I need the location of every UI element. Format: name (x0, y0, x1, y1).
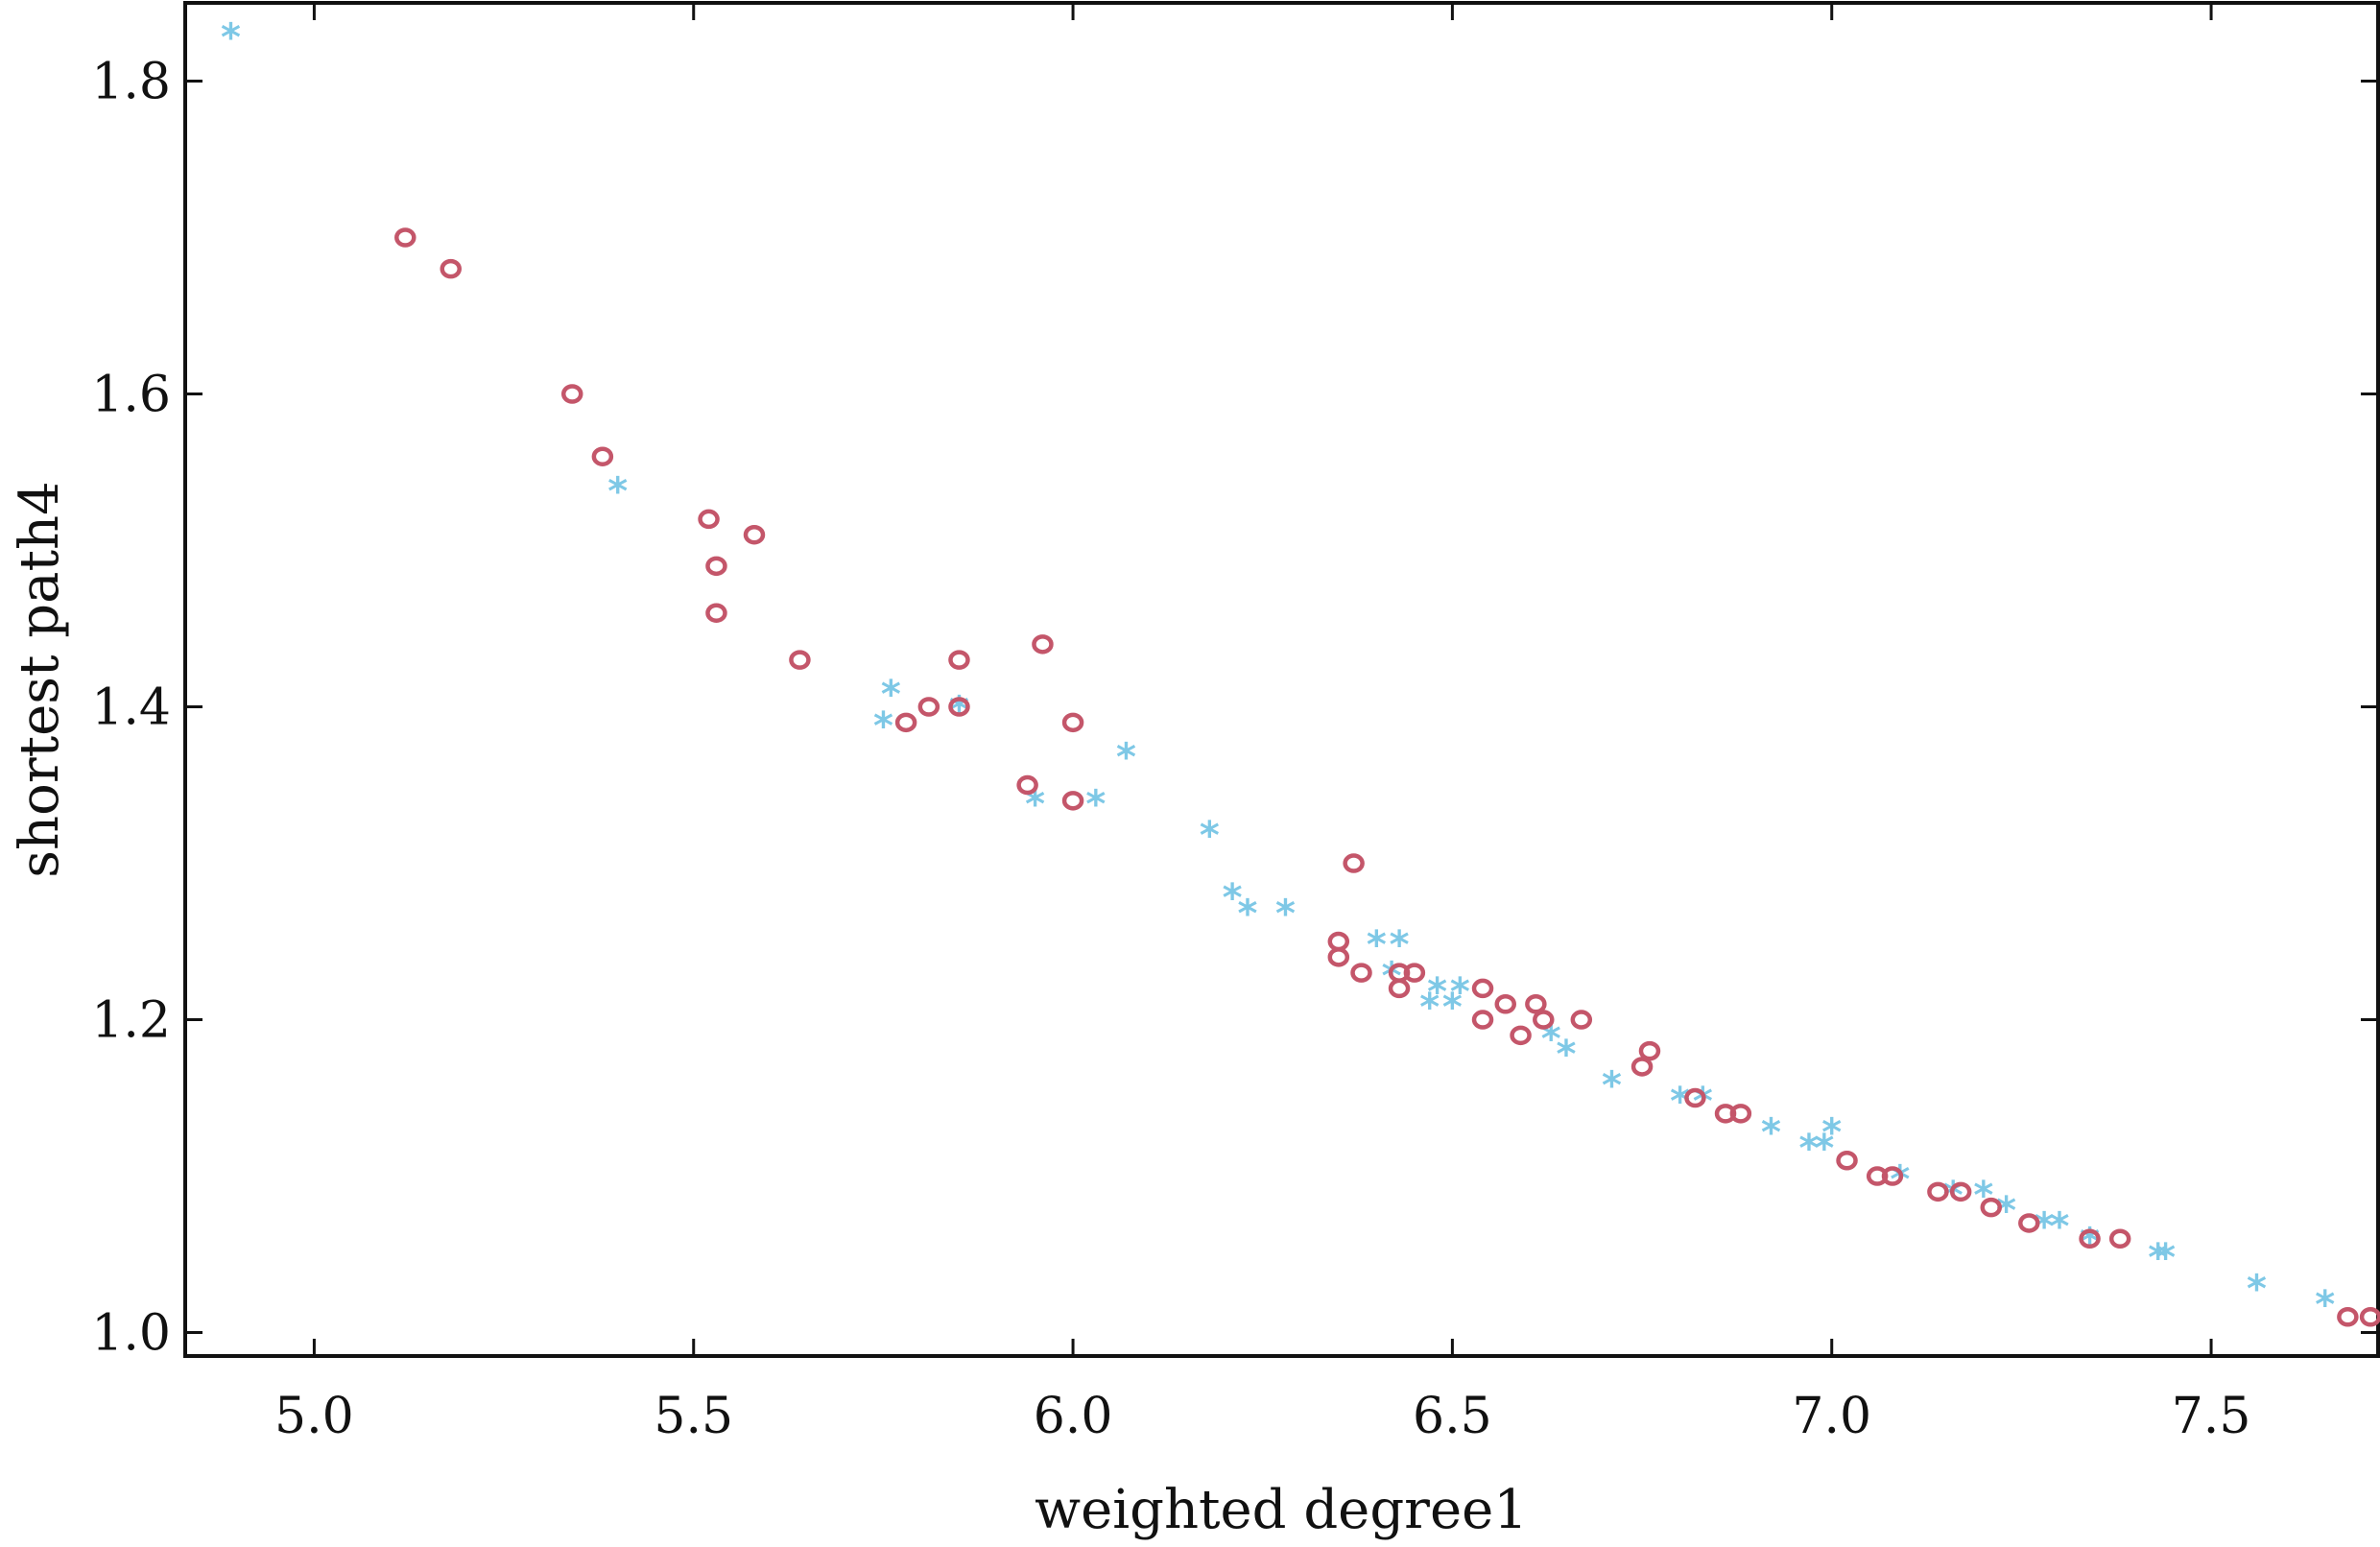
circle-data-point (1881, 1166, 1904, 1186)
y-tick-label: 1.6 (91, 367, 171, 424)
y-tick-label: 1.2 (91, 992, 171, 1050)
circle-data-point (1630, 1057, 1654, 1077)
circle-data-point (1471, 1010, 1494, 1030)
circle-data-point (1836, 1150, 1858, 1171)
circle-data-point (1980, 1197, 2003, 1218)
star-data-point: * (1275, 892, 1296, 936)
circle-data-point (948, 650, 970, 670)
x-tick-label: 7.5 (2172, 1388, 2251, 1445)
circle-data-point (1510, 1025, 1532, 1046)
circle-data-point (1684, 1087, 1706, 1108)
star-data-point: * (873, 704, 893, 749)
circle-data-point (440, 258, 462, 279)
circle-data-point (1350, 963, 1372, 983)
circle-data-point (1388, 978, 1411, 999)
circle-data-point (1729, 1104, 1752, 1124)
circle-data-point (1570, 1010, 1593, 1030)
circle-data-point (1403, 963, 1426, 983)
star-data-point: * (1602, 1064, 1622, 1108)
star-data-point: * (1116, 735, 1136, 779)
star-data-point: * (2315, 1283, 2335, 1327)
circle-data-point (1533, 1010, 1555, 1030)
x-tick-label: 7.0 (1792, 1388, 1871, 1445)
star-data-point: * (1450, 970, 1470, 1014)
x-tick-label: 5.5 (654, 1388, 733, 1445)
circle-data-point (2337, 1306, 2359, 1327)
star-data-point: * (881, 673, 901, 717)
circle-data-point (2108, 1228, 2131, 1249)
y-axis-ticks: 1.0 1.2 1.4 1.6 1.8 (91, 54, 2378, 1363)
circle-data-point (2018, 1213, 2040, 1233)
star-data-point: * (1200, 814, 1220, 858)
star-data-point: * (1821, 1111, 1842, 1155)
star-data-point: * (1814, 1127, 1834, 1171)
circle-data-point (1032, 634, 1054, 654)
star-data-point: * (221, 16, 241, 60)
x-tick-label: 5.0 (274, 1388, 354, 1445)
circle-data-point (894, 712, 917, 733)
circle-data-point (743, 524, 766, 545)
star-data-point: * (1427, 970, 1447, 1014)
star-data-point: * (1237, 892, 1257, 936)
circle-data-point (1016, 774, 1038, 796)
star-data-point: * (2035, 1204, 2055, 1249)
star-data-point: * (1996, 1189, 2016, 1233)
star-data-point: * (2155, 1236, 2176, 1280)
star-data-point: * (1973, 1174, 1993, 1218)
circle-data-point (1927, 1181, 1949, 1202)
circle-data-point (2079, 1228, 2101, 1249)
star-data-point: * (1761, 1111, 1781, 1155)
circle-data-point (1638, 1040, 1661, 1061)
x-axis-title: weighted degree1 (1035, 1479, 1528, 1541)
circle-data-point (1471, 978, 1494, 999)
circle-data-point (705, 556, 727, 577)
star-data-point: * (1670, 1080, 1690, 1124)
circle-data-point (789, 650, 811, 670)
star-data-point: * (1419, 986, 1440, 1030)
star-data-point: * (2247, 1268, 2267, 1312)
circle-data-point (1343, 853, 1365, 873)
circle-data-point (1494, 993, 1516, 1014)
plot-frame (183, 1, 2380, 1358)
star-data-point: * (607, 469, 628, 513)
circle-data-point (948, 697, 970, 717)
x-tick-label: 6.5 (1413, 1388, 1492, 1445)
star-data-point: * (1442, 986, 1463, 1030)
circle-data-point (1061, 791, 1084, 811)
y-tick-label: 1.0 (91, 1305, 171, 1363)
circle-data-point (2359, 1307, 2380, 1327)
circle-data-point (394, 227, 416, 248)
star-data-point: * (2148, 1236, 2168, 1280)
circle-data-point (917, 697, 940, 717)
star-data-point: * (1367, 923, 1387, 967)
circle-data-point (560, 384, 583, 404)
star-data-point: * (1390, 923, 1410, 967)
y-tick-label: 1.8 (91, 54, 171, 111)
star-data-point: * (2049, 1204, 2069, 1249)
circle-data-point (1525, 993, 1547, 1014)
star-data-point: * (1799, 1127, 1820, 1171)
star-data-point: * (1557, 1033, 1577, 1077)
x-tick-label: 6.0 (1034, 1388, 1113, 1445)
star-data-point: * (1085, 782, 1106, 826)
data-points: **** ** ***** ** ********* * ** **** * * * ** * *** * (221, 16, 2380, 1327)
circle-data-point (1327, 931, 1350, 952)
circle-data-point (1061, 712, 1084, 733)
y-axis-title: shortest path4 (9, 481, 71, 877)
circle-data-point (698, 509, 720, 530)
circle-data-point (705, 603, 727, 623)
circle-data-point (1949, 1181, 1972, 1202)
circle-data-point (591, 446, 614, 466)
x-axis-ticks: 5.0 5.5 6.0 6.5 7.0 7.5 (274, 3, 2250, 1445)
star-data-point: * (1223, 876, 1243, 920)
circle-data-point (1327, 947, 1350, 967)
y-tick-label: 1.4 (91, 679, 171, 737)
